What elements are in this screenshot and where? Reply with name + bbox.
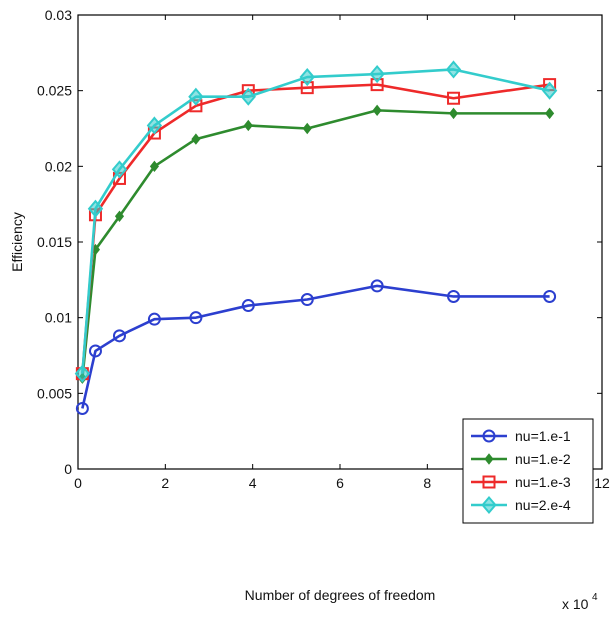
- data-point: [75, 401, 89, 415]
- series-4: [74, 60, 558, 383]
- legend-entry: nu=1.e-3: [471, 474, 571, 490]
- data-point: [241, 299, 255, 313]
- data-point: [243, 119, 253, 132]
- y-tick-label: 0.02: [45, 158, 72, 174]
- plot-area: [77, 14, 603, 470]
- y-tick-label: 0.03: [45, 7, 72, 23]
- legend-entry: nu=2.e-4: [471, 495, 571, 515]
- y-tick-label: 0: [64, 461, 72, 477]
- data-point: [147, 312, 161, 326]
- legend-marker: [481, 495, 497, 515]
- data-point: [240, 87, 256, 106]
- y-tick-label: 0.025: [37, 83, 72, 99]
- y-tick-label: 0.005: [37, 385, 72, 401]
- data-point: [146, 116, 163, 135]
- data-point: [545, 107, 555, 120]
- data-point: [302, 122, 312, 135]
- y-axis-label: Efficiency: [9, 212, 25, 272]
- x-tick-label: 2: [161, 475, 169, 491]
- legend-marker: [482, 429, 496, 443]
- data-point: [300, 293, 314, 307]
- series-line: [81, 284, 550, 409]
- legend-label: nu=2.e-4: [515, 497, 571, 513]
- data-point: [189, 311, 203, 325]
- data-point: [369, 64, 385, 84]
- data-point: [88, 344, 102, 358]
- data-point: [447, 91, 461, 105]
- data-point: [541, 81, 558, 100]
- x-tick-label: 0: [74, 475, 82, 491]
- series-line: [81, 68, 550, 374]
- y-tick-label: 0.015: [37, 234, 72, 250]
- series-line: [81, 83, 550, 374]
- data-point: [372, 104, 382, 117]
- x-multiplier-exponent: 4: [592, 592, 598, 603]
- legend-label: nu=1.e-3: [515, 474, 571, 490]
- x-tick-label: 4: [249, 475, 257, 491]
- data-point: [370, 279, 384, 293]
- data-point: [543, 289, 557, 303]
- legend-label: nu=1.e-1: [515, 428, 571, 444]
- data-point: [445, 60, 462, 79]
- series-layer: [74, 60, 558, 415]
- data-point: [112, 329, 126, 343]
- legend-entry: nu=1.e-2: [471, 451, 571, 467]
- x-multiplier-label: x 10: [562, 596, 589, 612]
- data-point: [74, 364, 91, 383]
- y-tick-label: 0.01: [45, 310, 72, 326]
- legend: nu=1.e-1 nu=1.e-2 nu=1.e-3 nu=2.e-4: [462, 418, 594, 524]
- data-point: [87, 199, 104, 218]
- data-point: [149, 160, 159, 173]
- data-point: [191, 133, 201, 145]
- data-point: [299, 68, 315, 87]
- legend-label: nu=1.e-2: [515, 451, 571, 467]
- data-point: [448, 107, 459, 120]
- x-tick-label: 8: [423, 475, 431, 491]
- data-point: [188, 87, 204, 106]
- x-axis-label: Number of degrees of freedom: [245, 587, 436, 603]
- data-point: [114, 210, 125, 222]
- data-point: [111, 160, 128, 179]
- legend-entry: nu=1.e-1: [471, 428, 571, 444]
- series-line: [81, 109, 550, 379]
- x-tick-label: 12: [594, 475, 610, 491]
- series-1: [75, 279, 557, 415]
- legend-marker: [482, 475, 496, 489]
- legend-marker: [484, 453, 494, 465]
- data-point: [447, 289, 461, 303]
- x-tick-label: 6: [336, 475, 344, 491]
